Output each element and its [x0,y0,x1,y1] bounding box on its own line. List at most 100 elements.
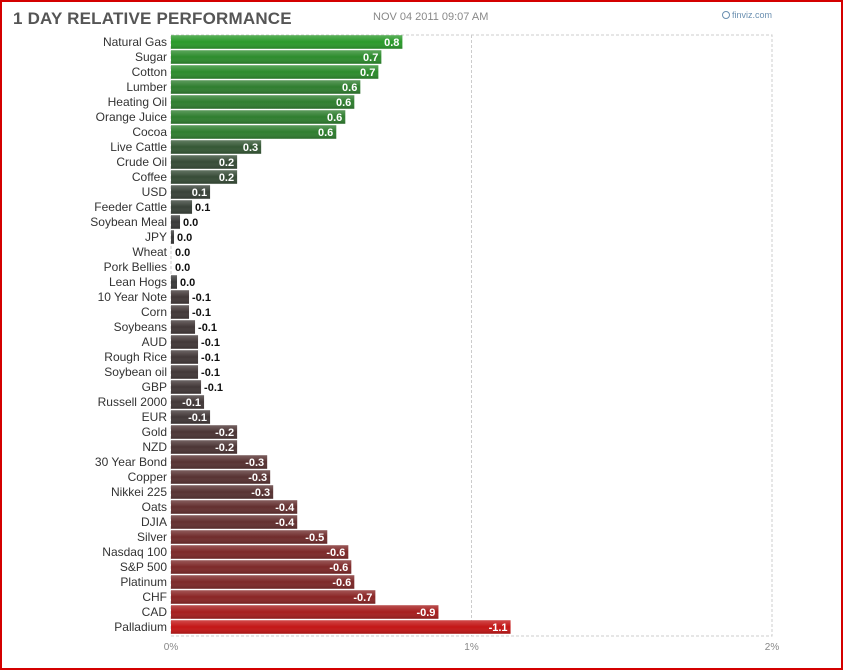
bar-sheen [171,230,175,244]
bar-sheen [171,470,271,484]
category-label: DJIA [141,515,167,529]
category-label: Platinum [120,575,167,589]
category-label: Soybean Meal [90,215,167,229]
value-label: -0.1 [192,307,211,319]
category-label: Silver [137,530,167,544]
category-label: Cocoa [132,125,167,139]
bar-sheen [171,440,238,454]
category-label: EUR [142,410,168,424]
bar-sheen [171,365,199,379]
value-label: 0.6 [327,112,342,124]
bar-sheen [171,155,238,169]
bar-sheen [171,545,349,559]
value-label: 0.0 [175,247,190,259]
category-label: 10 Year Note [98,290,168,304]
bar-sheen [171,65,379,79]
value-label: -0.3 [245,457,264,469]
bar-sheen [171,380,202,394]
category-label: AUD [142,335,168,349]
bar-sheen [171,95,355,109]
bar-sheen [171,305,190,319]
value-label: -0.1 [201,337,220,349]
category-label: Lumber [126,80,167,94]
value-label: -0.2 [215,442,234,454]
bar-sheen [171,185,211,199]
category-label: Lean Hogs [109,275,167,289]
bar-sheen [171,200,193,214]
category-label: Nikkei 225 [111,485,167,499]
value-label: -0.1 [188,412,207,424]
value-label: -0.5 [305,532,324,544]
value-label: 0.8 [384,37,399,49]
value-label: -0.2 [215,427,234,439]
category-label: Orange Juice [96,110,168,124]
category-label: Feeder Cattle [94,200,167,214]
value-label: 0.2 [219,172,234,184]
bar-sheen [171,35,403,49]
category-label: Coffee [132,170,167,184]
x-tick-label: 1% [464,642,479,653]
value-label: -0.1 [192,292,211,304]
category-label: USD [142,185,168,199]
category-label: Soybean oil [104,365,167,379]
value-label: 0.7 [363,52,378,64]
category-label: Crude Oil [116,155,167,169]
bar-sheen [171,275,178,289]
bar-sheen [171,485,274,499]
brand-link[interactable]: finviz.com [722,10,772,20]
bar-sheen [171,140,262,154]
bar-sheen [171,425,238,439]
globe-icon [722,11,730,19]
category-label: Gold [142,425,167,439]
bar-sheen [171,530,328,544]
bar-sheen [171,410,211,424]
category-label: Oats [142,500,167,514]
bar-sheen [171,170,238,184]
category-label: CAD [142,605,168,619]
bar-sheen [171,515,298,529]
category-label: 30 Year Bond [95,455,167,469]
brand-label: finviz.com [732,10,773,20]
value-label: -0.7 [353,592,372,604]
value-label: -0.1 [204,382,223,394]
bar-sheen [171,350,199,364]
category-label: Sugar [135,50,167,64]
value-label: 0.1 [192,187,207,199]
category-label: Palladium [114,620,167,634]
category-label: JPY [145,230,167,244]
category-label: Heating Oil [108,95,167,109]
bar-sheen [171,605,439,619]
bar-sheen [171,110,346,124]
category-label: Pork Bellies [104,260,167,274]
bar-sheen [171,590,376,604]
category-label: Rough Rice [104,350,167,364]
value-label: -0.1 [198,322,217,334]
category-label: S&P 500 [120,560,167,574]
bar-sheen [171,215,181,229]
category-label: Natural Gas [103,35,167,49]
value-label: -0.6 [329,562,348,574]
value-label: 0.0 [177,232,192,244]
value-label: -0.4 [275,502,295,514]
value-label: -0.9 [416,607,435,619]
value-label: -0.1 [201,367,220,379]
value-label: 0.2 [219,157,234,169]
value-label: 0.0 [183,217,198,229]
value-label: 0.3 [243,142,258,154]
bar-sheen [171,455,268,469]
value-label: 0.0 [175,262,190,274]
category-label: Live Cattle [110,140,167,154]
category-label: Soybeans [114,320,167,334]
value-label: -0.3 [251,487,270,499]
value-label: -0.6 [326,547,345,559]
bar-sheen [171,50,382,64]
value-label: -1.1 [489,622,508,634]
category-label: Cotton [132,65,167,79]
category-label: Wheat [132,245,167,259]
value-label: 0.0 [180,277,195,289]
value-label: -0.6 [332,577,351,589]
bar-sheen [171,620,511,634]
page-title: 1 DAY RELATIVE PERFORMANCE [13,9,292,28]
value-label: 0.6 [342,82,357,94]
